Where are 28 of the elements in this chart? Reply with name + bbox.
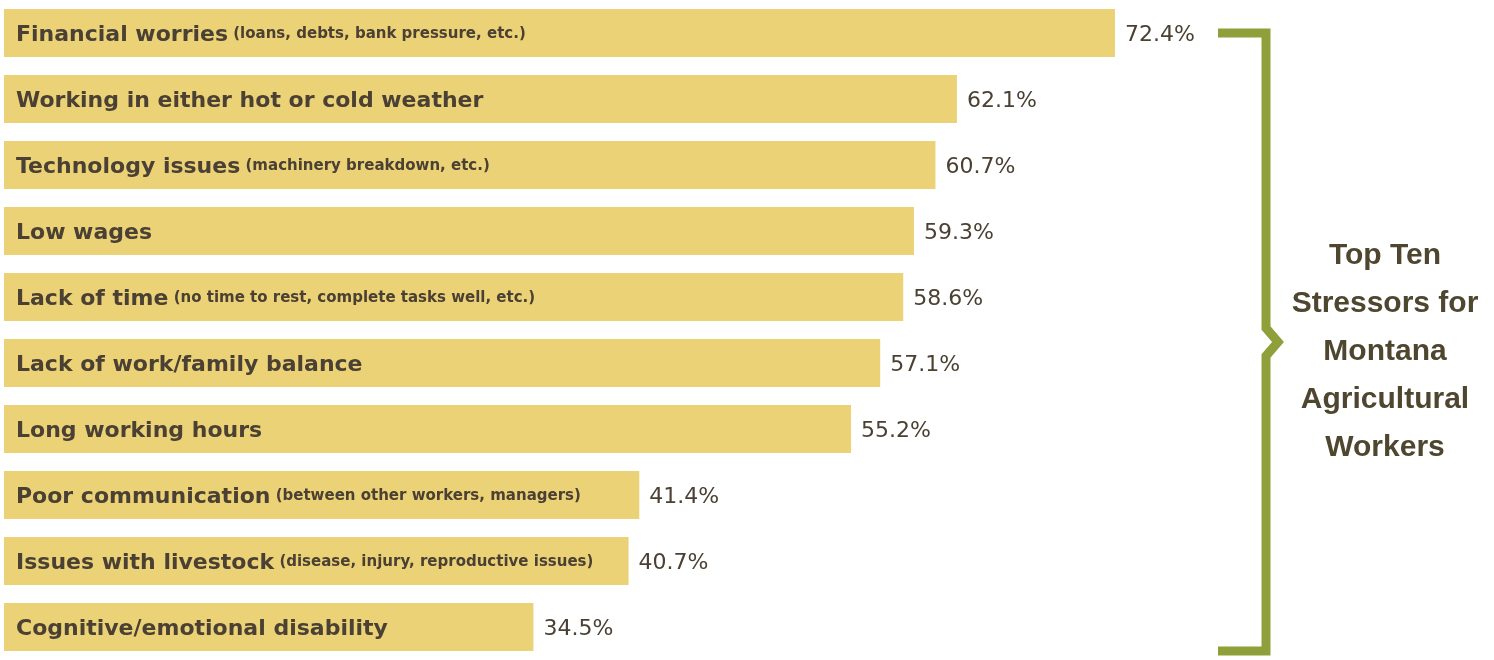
bar bbox=[4, 140, 936, 190]
data-label: 55.2% bbox=[861, 416, 931, 442]
y-tick-label: Lack of time (no time to rest, complete tasks well, etc.) bbox=[16, 284, 536, 310]
data-label: 34.5% bbox=[543, 614, 614, 640]
data-label: 62.1% bbox=[966, 86, 1037, 112]
y-tick-label: Technology issues (machinery breakdown, etc.) bbox=[16, 152, 490, 178]
bar bbox=[4, 272, 904, 322]
data-label: 41.4% bbox=[649, 482, 720, 508]
data-label: 40.7% bbox=[638, 548, 709, 574]
y-tick-label: Poor communication (between other workers, managers) bbox=[16, 482, 581, 508]
y-tick-label: Cognitive/emotional disability bbox=[16, 614, 388, 640]
data-label: 60.7% bbox=[945, 152, 1016, 178]
y-tick-label: Financial worries (loans, debts, bank pressure, etc.) bbox=[16, 20, 526, 46]
bar bbox=[4, 206, 914, 256]
data-label: 72.4% bbox=[1125, 20, 1195, 46]
y-tick-label: Issues with livestock (disease, injury, reproductive issues) bbox=[16, 548, 594, 574]
y-tick-label: Low wages bbox=[16, 218, 153, 244]
data-label: 57.1% bbox=[890, 350, 961, 376]
data-label: 58.6% bbox=[913, 284, 984, 310]
bar bbox=[4, 338, 881, 388]
y-tick-label: Long working hours bbox=[16, 416, 263, 442]
data-label: 59.3% bbox=[923, 218, 994, 244]
bar bbox=[4, 404, 852, 454]
bar bbox=[4, 8, 1115, 58]
text: Top Ten Stressors for Montana Agricultural Workers bbox=[1290, 236, 1480, 464]
y-tick-label: Lack of work/family balance bbox=[16, 350, 363, 376]
y-tick-label: Working in either hot or cold weather bbox=[16, 86, 484, 112]
bar bbox=[4, 74, 957, 124]
